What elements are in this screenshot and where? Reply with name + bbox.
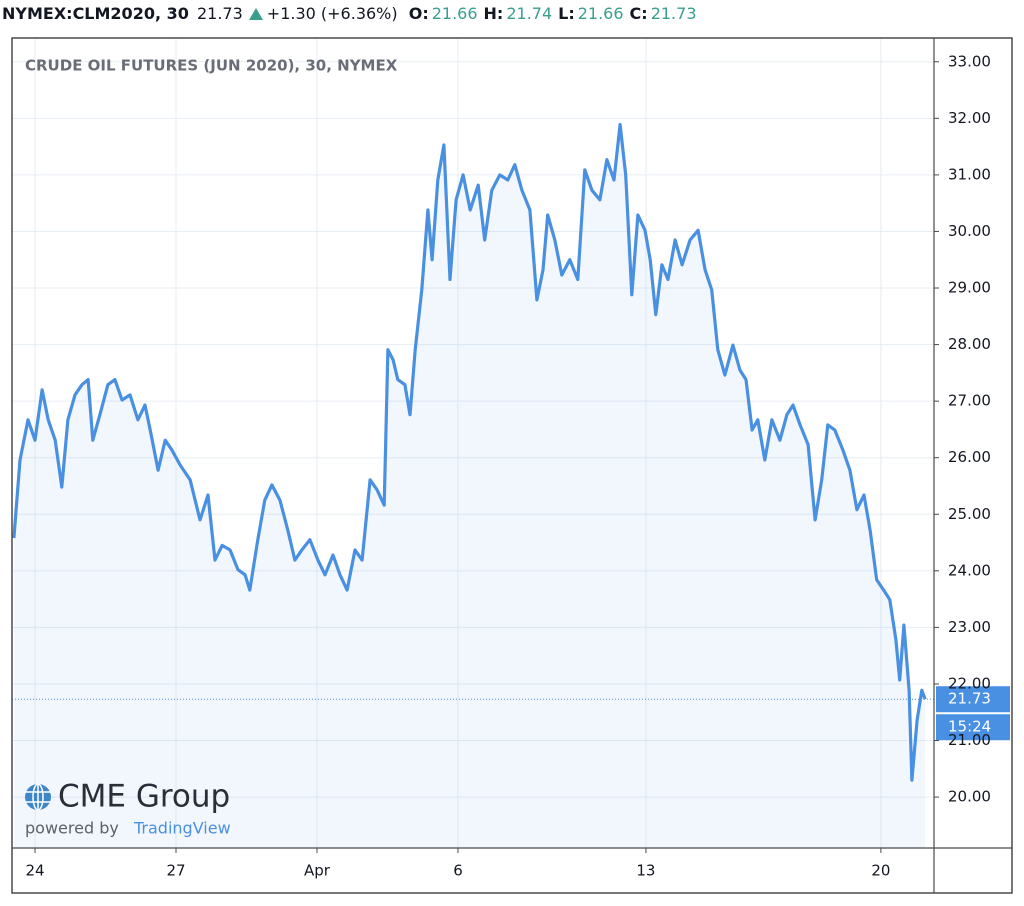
x-tick-label: Apr [304, 862, 331, 880]
y-tick-label: 30.00 [948, 222, 991, 240]
x-tick-label: 20 [871, 862, 890, 880]
watermark: CME Group powered by TradingView [25, 779, 231, 838]
y-tick-label: 27.00 [948, 392, 991, 410]
ohlc-value: 21.73 [650, 4, 697, 23]
y-tick-label: 28.00 [948, 335, 991, 353]
countdown-label: 15:24 [948, 718, 991, 736]
y-tick-label: 22.00 [948, 674, 991, 692]
countdown-tag [936, 714, 1010, 741]
watermark-provider: TradingView [133, 819, 231, 838]
ohlc-label: C: [629, 4, 648, 23]
y-tick-label: 21.00 [948, 731, 991, 749]
grid [12, 38, 934, 848]
chart-title: CRUDE OIL FUTURES (JUN 2020), 30, NYMEX [25, 57, 398, 75]
y-tick-label: 20.00 [948, 788, 991, 806]
price-tags: 21.73 15:24 [936, 686, 1010, 741]
x-tick-label: 6 [453, 862, 463, 880]
price-change: +1.30 (+6.36%) [266, 4, 398, 23]
header: NYMEX:CLM2020, 30 21.73 +1.30 (+6.36%) O:… [2, 4, 709, 28]
ohlc: O: 21.66 H: 21.74 L: 21.66 C: 21.73 [409, 4, 703, 23]
y-tick-label: 32.00 [948, 109, 991, 127]
y-tick-label: 25.00 [948, 505, 991, 523]
ohlc-value: 21.66 [577, 4, 624, 23]
area-fill [13, 124, 926, 848]
ohlc-label: O: [408, 4, 429, 23]
x-tick-label: 24 [25, 862, 44, 880]
x-tick-label: 27 [166, 862, 185, 880]
y-tick-label: 29.00 [948, 279, 991, 297]
symbol: NYMEX:CLM2020, 30 [2, 4, 189, 23]
y-tick-label: 26.00 [948, 448, 991, 466]
ohlc-value: 21.66 [431, 4, 478, 23]
plot-area [12, 122, 934, 848]
y-tick-label: 23.00 [948, 618, 991, 636]
watermark-powered: powered by [25, 819, 119, 838]
ohlc-label: H: [483, 4, 504, 23]
last-price: 21.73 [196, 4, 243, 23]
ohlc-value: 21.74 [506, 4, 553, 23]
last-price-label: 21.73 [948, 690, 991, 708]
x-tick-label: 13 [636, 862, 655, 880]
globe-icon [25, 783, 51, 811]
y-tick-label: 31.00 [948, 165, 991, 183]
y-tick-label: 33.00 [948, 52, 991, 70]
price-line [12, 122, 927, 782]
y-tick-label: 24.00 [948, 561, 991, 579]
ohlc-label: L: [558, 4, 575, 23]
last-price-tag [936, 686, 1010, 713]
chart-frame [11, 37, 1013, 894]
up-arrow [248, 8, 263, 20]
watermark-brand: CME Group [58, 779, 230, 815]
